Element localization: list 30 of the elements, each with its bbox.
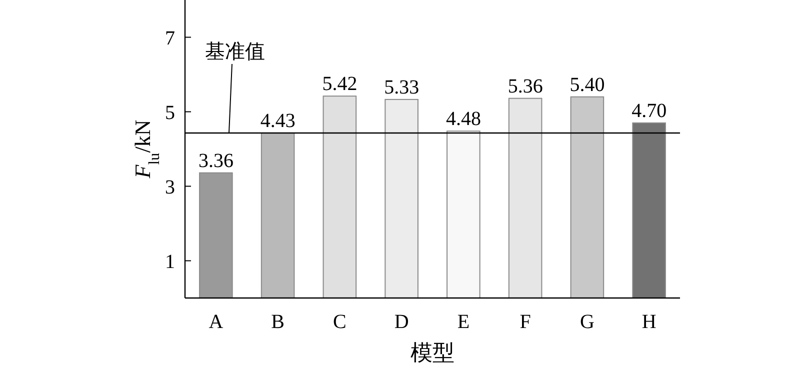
data-label: 5.36 xyxy=(508,75,543,98)
bar xyxy=(322,96,357,298)
data-label: 4.70 xyxy=(632,100,667,122)
data-label: 4.43 xyxy=(260,110,296,132)
data-label: 4.48 xyxy=(446,108,481,130)
x-tick-label: G xyxy=(580,311,594,333)
bar xyxy=(570,96,604,298)
data-label: 5.33 xyxy=(384,76,420,98)
y-tick-label: 7 xyxy=(165,27,175,50)
x-tick-label: C xyxy=(333,311,346,333)
bar xyxy=(508,98,542,298)
x-tick-label: A xyxy=(208,311,224,333)
x-tick-label: H xyxy=(642,311,656,333)
bar xyxy=(260,132,295,298)
ref-line-label: 基准值 xyxy=(205,41,265,63)
bar xyxy=(384,98,418,298)
x-axis-title: 模型 xyxy=(410,340,454,365)
x-tick-label: D xyxy=(394,311,409,333)
bar xyxy=(446,130,480,298)
bar xyxy=(199,172,233,298)
y-tick-label: 5 xyxy=(165,102,175,124)
x-tick-label: B xyxy=(271,311,284,333)
y-tick-label: 1 xyxy=(165,250,175,273)
x-tick-label: F xyxy=(520,311,531,333)
data-label: 3.36 xyxy=(198,150,234,172)
data-label: 5.42 xyxy=(322,73,358,96)
bar xyxy=(632,122,666,298)
y-tick-label: 3 xyxy=(165,176,175,198)
x-tick-label: E xyxy=(457,311,470,333)
data-label: 5.40 xyxy=(570,74,605,96)
